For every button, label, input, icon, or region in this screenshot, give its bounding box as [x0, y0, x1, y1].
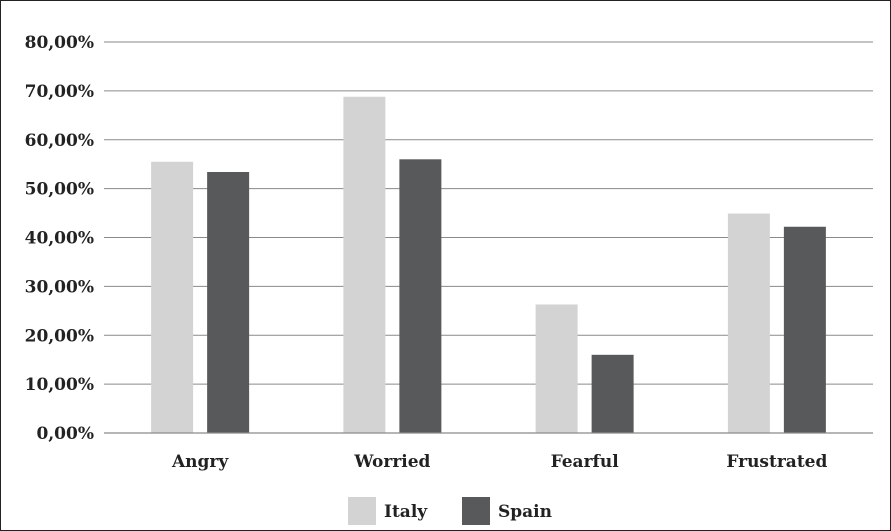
bar-italy-angry: [151, 161, 194, 433]
legend: Italy Spain: [348, 497, 552, 525]
bar-italy-frustrated: [727, 213, 770, 433]
bar-italy-fearful: [535, 304, 578, 433]
y-tick-label: 70,00%: [25, 82, 94, 102]
y-tick-label: 0,00%: [36, 424, 94, 444]
y-tick-label: 30,00%: [25, 277, 94, 297]
x-category-label: Angry: [171, 452, 229, 472]
y-tick-label: 80,00%: [25, 33, 94, 53]
y-tick-label: 40,00%: [25, 229, 94, 249]
x-axis-category-labels: Angry Worried Fearful Frustrated: [171, 452, 828, 472]
bar-spain-worried: [399, 159, 442, 434]
legend-label-spain: Spain: [498, 502, 552, 522]
y-tick-label: 50,00%: [25, 180, 94, 200]
bars: [151, 96, 826, 434]
bar-spain-angry: [207, 172, 250, 433]
x-category-label: Frustrated: [726, 452, 827, 472]
x-category-label: Fearful: [551, 452, 620, 472]
bar-spain-frustrated: [783, 226, 826, 433]
bar-italy-worried: [343, 96, 386, 434]
y-axis-tick-labels: 0,00% 10,00% 20,00% 30,00% 40,00% 50,00% 60,00…: [25, 33, 94, 444]
bar-spain-fearful: [591, 354, 634, 433]
y-tick-label: 20,00%: [25, 326, 94, 346]
y-tick-label: 10,00%: [25, 375, 94, 395]
legend-swatch-spain: [462, 497, 490, 525]
y-tick-label: 60,00%: [25, 131, 94, 151]
legend-swatch-italy: [348, 497, 376, 525]
x-category-label: Worried: [353, 452, 430, 472]
legend-label-italy: Italy: [384, 502, 428, 522]
